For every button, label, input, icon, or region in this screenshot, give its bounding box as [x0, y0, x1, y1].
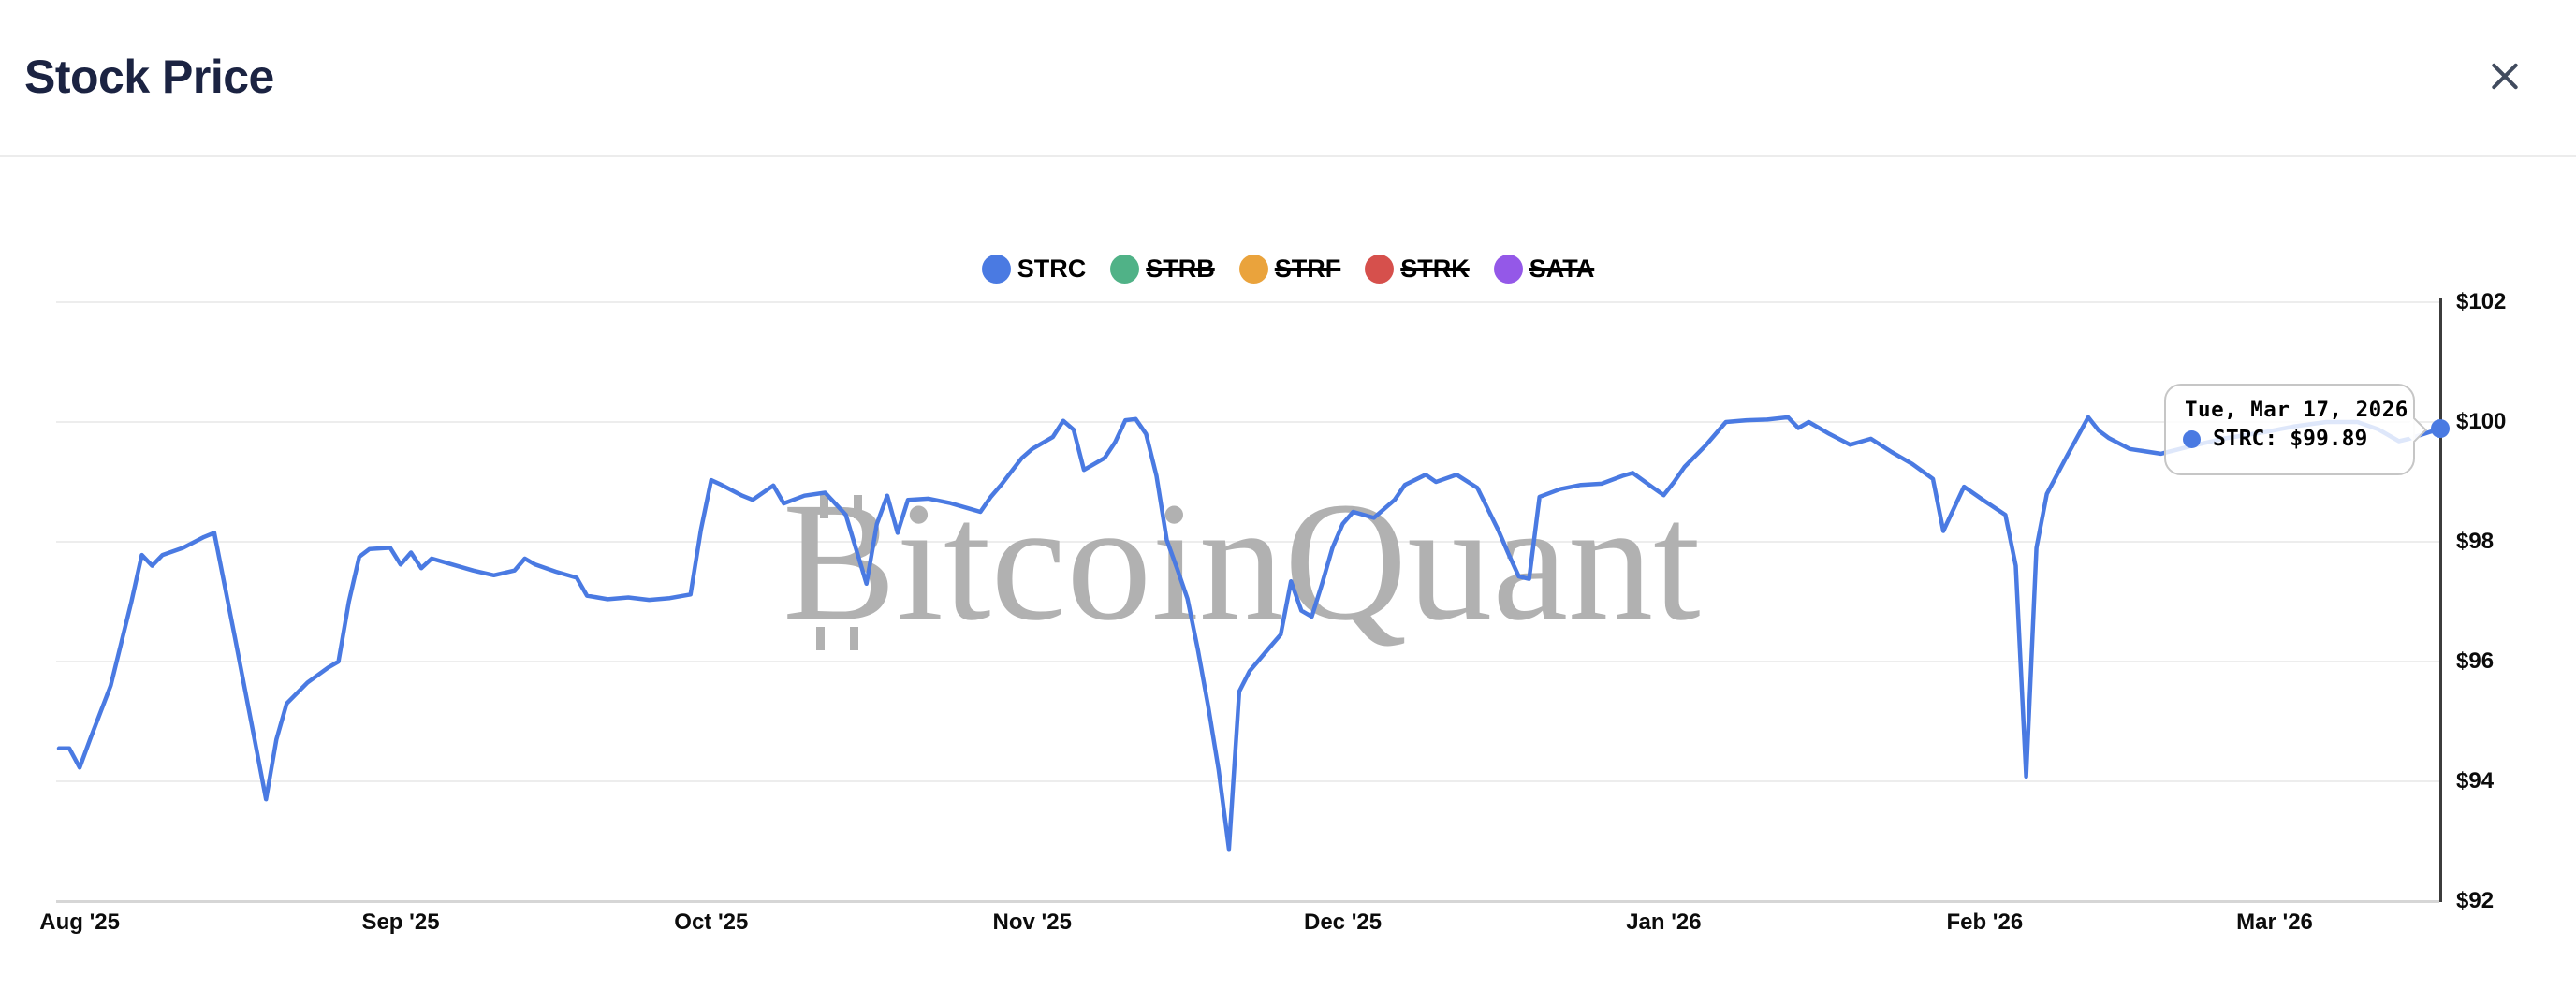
legend-item-label: STRB: [1146, 255, 1215, 283]
x-axis-label: Nov '25: [992, 910, 1072, 935]
legend-item-label: STRC: [1017, 255, 1087, 283]
chart-tooltip: Tue, Mar 17, 2026 STRC: $99.89: [2164, 384, 2427, 475]
watermark-text: BitcoinQuant: [783, 468, 1701, 656]
x-axis-label: Aug '25: [39, 910, 120, 935]
legend-item-strk[interactable]: STRK: [1365, 255, 1470, 284]
y-axis-label: $100: [2456, 409, 2507, 434]
legend-item-strc[interactable]: STRC: [981, 255, 1087, 284]
x-axis-label: Mar '26: [2236, 910, 2313, 935]
series-marker-dot: [2183, 429, 2201, 448]
gridline: [56, 780, 2439, 782]
gridline: [56, 900, 2439, 903]
y-axis-label: $92: [2456, 888, 2495, 913]
strc-line-series: [56, 415, 2443, 852]
bitcoin-b-stroke-top: [820, 495, 828, 518]
gridline: [56, 421, 2439, 423]
watermark: BitcoinQuant: [783, 477, 1701, 650]
last-point-marker[interactable]: [2431, 419, 2450, 438]
x-axis-label: Feb '26: [1946, 910, 2024, 935]
legend-item-sata[interactable]: SATA: [1493, 255, 1595, 284]
y-axis-label: $98: [2456, 529, 2495, 554]
modal-header: Stock Price: [0, 0, 2576, 157]
legend-item-label: STRF: [1274, 255, 1341, 283]
legend-swatch-icon: [981, 255, 1011, 284]
y-axis: [2439, 298, 2442, 902]
gridline: [56, 541, 2439, 543]
legend-swatch-icon: [1238, 255, 1268, 284]
gridline: [56, 661, 2439, 662]
x-axis-label: Jan '26: [1626, 910, 1702, 935]
page-title: Stock Price: [24, 51, 274, 103]
legend-item-strf[interactable]: STRF: [1238, 255, 1341, 284]
tooltip-value: $99.89: [2290, 427, 2368, 451]
x-axis-label: Dec '25: [1303, 910, 1383, 935]
legend-item-label: SATA: [1529, 255, 1595, 283]
tooltip-series-label: STRC:: [2213, 427, 2278, 451]
legend-item-label: STRK: [1400, 255, 1470, 283]
legend-swatch-icon: [1110, 255, 1140, 284]
chart-legend: STRC STRB STRF STRK SATA: [0, 255, 2576, 284]
legend-swatch-icon: [1365, 255, 1395, 284]
legend-item-strb[interactable]: STRB: [1110, 255, 1215, 284]
y-axis-label: $96: [2456, 648, 2495, 674]
gridline: [56, 301, 2439, 303]
legend-swatch-icon: [1493, 255, 1523, 284]
x-axis-label: Sep '25: [361, 910, 440, 935]
y-axis-label: $94: [2456, 768, 2495, 793]
bitcoin-b-stroke-bottom: [816, 627, 825, 650]
x-axis-label: Oct '25: [674, 910, 749, 935]
tooltip-date: Tue, Mar 17, 2026: [2185, 398, 2408, 422]
y-axis-label: $102: [2456, 289, 2507, 314]
